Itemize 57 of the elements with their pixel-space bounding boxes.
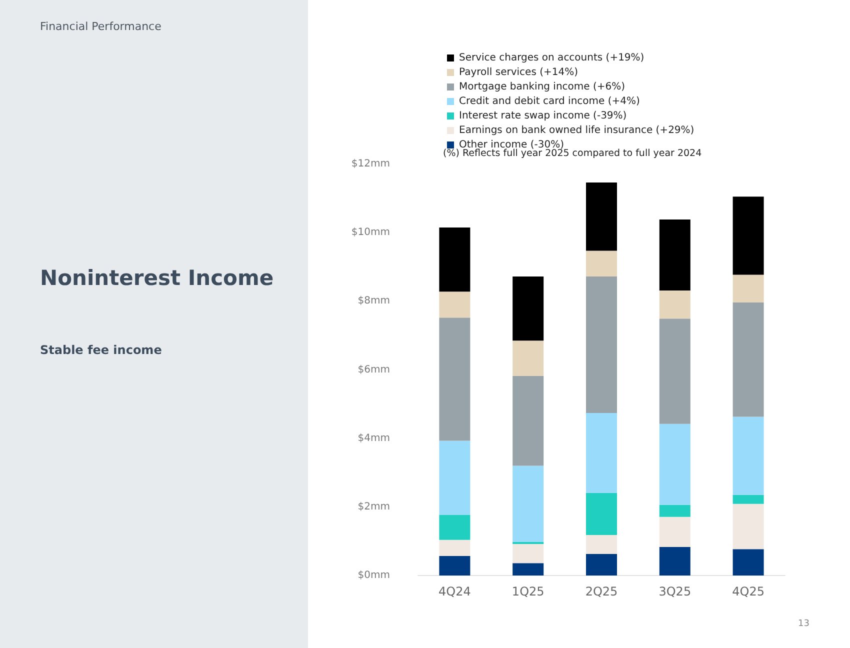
bar (439, 556, 470, 576)
bar (659, 516, 690, 548)
text: 13 (798, 619, 810, 629)
x-tick-label: 4Q25 (732, 584, 764, 598)
bar (512, 376, 544, 466)
y-tick-label: $10mm (351, 227, 390, 238)
bar (586, 276, 617, 413)
legend-label: Credit and debit card income (+4%) (459, 96, 640, 107)
legend-label: Mortgage banking income (+6%) (459, 82, 626, 92)
bar (659, 504, 690, 517)
y-tick-label: $12mm (351, 158, 390, 170)
bar (732, 274, 764, 303)
x-tick-label: 2Q25 (585, 584, 618, 598)
legend-label: Payroll services (+14%) (459, 67, 578, 78)
bar (659, 318, 690, 424)
bar (659, 220, 690, 291)
x-tick-label: 3Q25 (658, 584, 692, 598)
bar (586, 182, 617, 251)
bar (732, 549, 764, 576)
y-tick-label: $6mm (358, 364, 390, 376)
bar (512, 544, 544, 564)
y-tick-label: $8mm (358, 296, 390, 307)
x-tick-label: 1Q25 (512, 584, 544, 598)
bar (439, 318, 470, 441)
bar (659, 424, 690, 505)
x-tick-label: 4Q24 (438, 584, 471, 598)
legend-label: Earnings on bank owned life insurance (+29%) (459, 125, 694, 136)
text: Stable fee income (40, 343, 162, 357)
bar (439, 540, 470, 556)
legend-label: Service charges on accounts (+19%) (459, 52, 644, 64)
bar (439, 292, 470, 318)
bar (439, 440, 470, 515)
bar (512, 340, 544, 376)
bar (732, 416, 764, 495)
bar (732, 494, 764, 504)
y-tick-label: $0mm (358, 570, 390, 581)
bar (732, 504, 764, 550)
bar (586, 412, 617, 493)
bar (439, 514, 470, 540)
bar (586, 554, 617, 576)
bar (732, 196, 764, 275)
bar (512, 276, 544, 341)
bar (659, 547, 690, 576)
y-tick-label: $4mm (358, 432, 390, 444)
bar (659, 290, 690, 319)
text: (%) Reflects full year 2025 compared to full year 2024 (443, 148, 702, 159)
bar (586, 492, 617, 536)
bar (512, 466, 544, 542)
y-tick-label: $2mm (358, 501, 390, 512)
bar (732, 302, 764, 417)
legend-label: Interest rate swap income (-39%) (459, 110, 627, 122)
bar (586, 250, 617, 276)
text: Financial Performance (40, 20, 162, 33)
bar (586, 535, 617, 554)
text: Noninterest Income (40, 266, 274, 290)
bar (439, 227, 470, 292)
bar (512, 563, 544, 576)
